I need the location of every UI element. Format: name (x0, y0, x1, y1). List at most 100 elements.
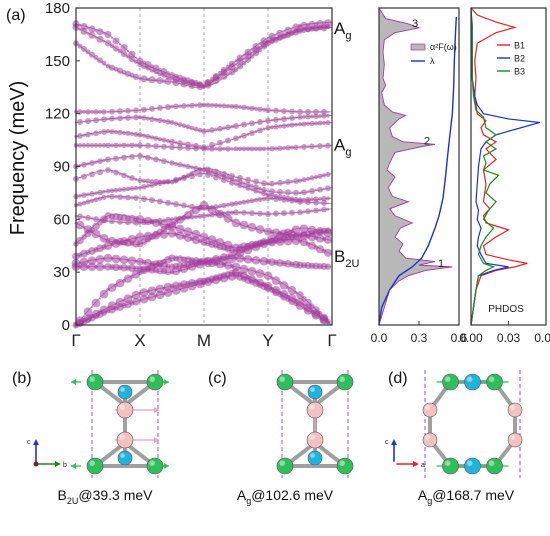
linewidth-dot (175, 231, 185, 240)
linewidth-dot (80, 27, 88, 35)
linewidth-dot (166, 71, 170, 76)
linewidth-dot (314, 144, 318, 148)
linewidth-dot (186, 104, 190, 108)
linewidth-dot (276, 29, 284, 37)
linewidth-dot (165, 119, 171, 125)
linewidth-dot (155, 290, 165, 300)
linewidth-dot (323, 235, 333, 244)
linewidth-dot (130, 116, 134, 119)
linewidth-dot (153, 178, 159, 185)
linewidth-dot (132, 297, 140, 306)
linewidth-dot (105, 129, 111, 134)
linewidth-dot (225, 210, 231, 216)
legend-label-B2: B2 (514, 54, 525, 64)
atom-highlight (309, 404, 316, 411)
linewidth-dot (185, 215, 191, 220)
linewidth-dot (123, 294, 133, 303)
linewidth-dot (214, 127, 218, 131)
linewidth-dot (113, 169, 119, 176)
axis-label: c (27, 439, 31, 446)
linewidth-dot (106, 194, 110, 199)
linewidth-dot (241, 199, 247, 205)
linewidth-dot (293, 122, 299, 127)
linewidth-dot (178, 104, 182, 108)
linewidth-dot (209, 212, 215, 218)
dispersion-panel: (a) Frequency (meV) 0 30 60 90 120 150 180 Γ X M… (6, 0, 359, 350)
linewidth-dot (292, 23, 300, 31)
linewidth-dot (217, 103, 223, 109)
linewidth-dot (133, 219, 139, 226)
linewidth-dot (326, 196, 330, 201)
linewidth-dot (163, 288, 173, 297)
phdos-panel: B1 B2 B3 0.00 0.03 0.06 PHDOS (459, 7, 550, 345)
linewidth-dot (206, 128, 210, 133)
linewidth-dot (170, 202, 174, 205)
linewidth-dot (217, 139, 223, 146)
atom-highlight (120, 387, 126, 392)
linewidth-dot (83, 225, 93, 234)
lambda-line (378, 16, 458, 326)
atom (306, 431, 324, 449)
linewidth-dot (319, 315, 329, 325)
linewidth-dot (150, 144, 154, 148)
linewidth-dot (322, 144, 326, 148)
linewidth-dot (154, 117, 158, 122)
linewidth-dot (293, 178, 299, 184)
linewidth-dot (117, 130, 123, 136)
structure-panel: (b) c b B2U@39.3 meV (12, 370, 169, 506)
a2f-x-tick-label: 0.6 (451, 331, 468, 345)
y-ticks: 0 30 60 90 120 150 180 (45, 0, 80, 334)
linewidth-dot (138, 109, 142, 112)
linewidth-dot (273, 193, 279, 199)
linewidth-dot (261, 180, 267, 187)
linewidth-dot (313, 113, 319, 120)
mode-label: Ag (334, 135, 351, 158)
linewidth-dot (226, 202, 230, 207)
linewidth-dot (297, 178, 303, 183)
linewidth-dot (158, 145, 162, 148)
linewidth-dot (117, 48, 123, 54)
linewidth-dot (281, 210, 287, 217)
linewidth-dot (325, 185, 331, 192)
phdos-x-tick-label: 0.00 (459, 331, 483, 345)
linewidth-dot (271, 228, 281, 237)
atom (486, 457, 503, 475)
linewidth-dot (105, 167, 111, 173)
linewidth-dot (313, 174, 319, 180)
atom (442, 373, 459, 391)
a2f-panel: α²F(ω) λ 0.0 0.3 0.6 3 2 1 (371, 6, 468, 345)
legend-swatch-a2f (410, 43, 426, 51)
linewidth-dot (123, 221, 125, 223)
linewidth-dot (99, 118, 101, 121)
axis-c-head (33, 439, 39, 445)
linewidth-dot (250, 47, 254, 51)
arrow-head (164, 379, 169, 385)
linewidth-dot (258, 42, 262, 46)
linewidth-dot (89, 191, 95, 197)
linewidth-dot (193, 214, 199, 219)
linewidth-dot (221, 177, 227, 184)
atom (464, 457, 481, 475)
linewidth-dot (131, 221, 133, 224)
linewidth-dot (281, 195, 287, 200)
linewidth-dot (166, 160, 170, 164)
linewidth-dot (173, 216, 179, 222)
linewidth-dot (201, 128, 207, 135)
linewidth-dot (150, 157, 154, 160)
linewidth-dot (197, 171, 203, 178)
linewidth-dot (277, 188, 283, 195)
linewidth-dot (228, 251, 236, 260)
linewidth-dot (160, 68, 168, 75)
linewidth-dot (321, 195, 327, 202)
linewidth-dot (171, 81, 173, 83)
linewidth-dot (266, 190, 270, 193)
linewidth-dot (306, 190, 310, 193)
linewidth-dot (107, 283, 117, 292)
linewidth-dot (137, 178, 143, 184)
linewidth-dot (149, 182, 155, 188)
linewidth-dot (257, 146, 263, 152)
linewidth-dot (177, 122, 183, 128)
linewidth-dot (301, 189, 307, 196)
phdos-plot (470, 7, 540, 326)
linewidth-dot (274, 190, 278, 193)
